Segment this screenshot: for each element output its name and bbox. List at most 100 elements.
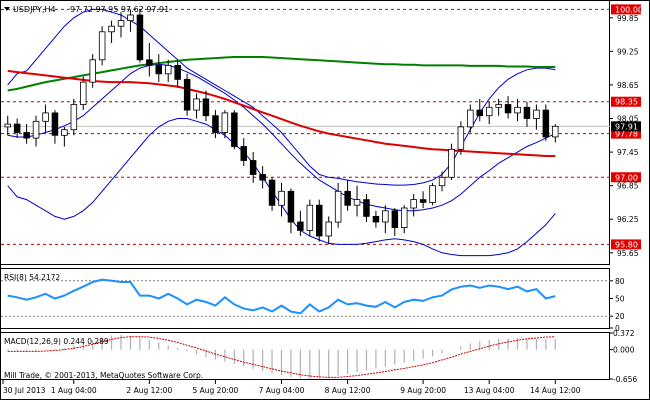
candle-body — [410, 199, 417, 209]
macd-title: MACD(12,26,9) 0.244 0.289 — [4, 337, 109, 346]
copyright-text: Mill Trade, © 2001-2013, MetaQuotes Soft… — [4, 371, 203, 380]
candle-body — [13, 123, 21, 133]
rsi-tick-label: 0 — [615, 324, 620, 333]
candle-body — [476, 109, 483, 117]
candle-body — [297, 221, 304, 231]
price-tag-box — [611, 172, 641, 183]
candle-body — [136, 14, 144, 61]
candle-body — [231, 112, 238, 147]
time-tick-label: 14 Aug 12:00 — [530, 386, 581, 395]
candle-body — [212, 115, 219, 133]
price-tag-box — [611, 128, 641, 139]
time-tick-label: 9 Aug 20:00 — [400, 386, 446, 395]
price-tick-label: 99.85 — [617, 14, 639, 23]
candle-body — [32, 120, 40, 139]
candle-body — [259, 174, 266, 181]
candle-body — [400, 207, 408, 229]
price-axis: 99.85 99.25 98.65 98.05 97.45 96.85 96.25 95.65 — [610, 14, 639, 258]
header: USDJPY,H4 97.72 97.95 97.62 97.91 — [4, 5, 169, 14]
price-tag-label: 97.78 — [615, 130, 638, 139]
rsi-indicator: 80 50 20 0 — [1, 277, 625, 333]
candle-body — [391, 210, 399, 229]
candle-body — [514, 106, 521, 114]
price-tag-label: 97.00 — [615, 173, 638, 182]
candle-body — [268, 179, 276, 206]
price-tag-box — [611, 4, 641, 15]
price-tick-label: 99.25 — [617, 47, 639, 56]
candle-body — [240, 146, 247, 161]
macd-indicator: 0.372 0.000 -0.656 — [7, 329, 637, 384]
price-tag-label: 100.00 — [615, 5, 643, 14]
candle-body — [325, 221, 332, 237]
candle-body — [164, 65, 172, 75]
candle-body — [117, 20, 125, 27]
candle-body — [315, 204, 323, 237]
candle-body — [4, 123, 11, 128]
candle-body — [467, 109, 474, 128]
candle-body — [23, 132, 30, 139]
candle-body — [249, 160, 257, 175]
time-tick-label: 13 Aug 04:00 — [464, 386, 515, 395]
current-price-box — [611, 121, 641, 132]
time-tick-label: 2 Aug 12:00 — [126, 386, 172, 395]
candle-body — [287, 190, 295, 223]
price-tick-label: 97.45 — [617, 148, 639, 157]
macd-tick-label: 0.000 — [613, 346, 635, 355]
price-tag-box — [611, 239, 641, 250]
candle-body — [523, 106, 531, 119]
price-tag-label: 98.35 — [615, 98, 638, 107]
candle-body — [382, 210, 389, 223]
candle-body — [485, 106, 493, 117]
moving-averages — [7, 56, 556, 157]
time-tick-label: 7 Aug 04:00 — [259, 386, 305, 395]
macd-tick-label: 0.372 — [613, 329, 635, 338]
candle-body — [363, 199, 370, 217]
rsi-tick-label: 20 — [615, 312, 625, 321]
ohlc-values: 97.72 97.95 97.62 97.91 — [70, 5, 169, 14]
price-panel — [0, 0, 610, 265]
candle-body — [221, 112, 229, 133]
candle-body — [278, 190, 285, 206]
collapse-triangle-icon[interactable] — [4, 7, 10, 11]
price-tags: 100.00 98.35 97.78 97.00 95.80 97.91 — [611, 4, 643, 250]
candle-body — [448, 148, 455, 178]
candle-body — [70, 104, 78, 131]
candle-body — [89, 59, 97, 83]
ma-slow-line — [7, 56, 556, 92]
rsi-tick-label: 50 — [615, 295, 625, 304]
candle-body — [183, 78, 191, 111]
candle-body — [429, 185, 436, 203]
candle-body — [146, 59, 153, 66]
ma-mid-line — [7, 69, 556, 157]
bollinger-middle-line — [7, 63, 556, 212]
candle-body — [108, 25, 115, 33]
candle-body — [51, 112, 59, 136]
candle-body — [174, 65, 181, 80]
price-tick-label: 98.05 — [617, 115, 639, 124]
current-price-label: 97.91 — [615, 122, 638, 131]
time-tick-label: 30 Jul 2013 — [3, 386, 46, 395]
rsi-tick-label: 80 — [615, 277, 625, 286]
candle-body — [98, 31, 106, 61]
macd-signal-line — [7, 336, 556, 378]
rsi-line — [7, 278, 556, 315]
candle-body — [372, 215, 380, 223]
candle-body — [495, 104, 502, 108]
candle-body — [61, 129, 68, 136]
price-tag-label: 95.80 — [615, 240, 638, 249]
time-tick-label: 5 Aug 20:00 — [193, 386, 239, 395]
candle-body — [552, 125, 559, 138]
price-tick-label: 96.85 — [617, 182, 639, 191]
time-tick-label: 8 Aug 12:00 — [325, 386, 371, 395]
rsi-title: RSI(8) 54.2172 — [4, 273, 60, 282]
candle-body — [334, 190, 342, 223]
candle-body — [419, 199, 427, 203]
macd-tick-label: -0.656 — [613, 375, 637, 384]
candle-body — [80, 81, 87, 105]
candle-body — [457, 126, 465, 150]
candle-body — [533, 109, 540, 119]
rsi-panel — [0, 268, 610, 329]
symbol-title: USDJPY,H4 — [13, 5, 56, 14]
candles — [4, 9, 559, 245]
